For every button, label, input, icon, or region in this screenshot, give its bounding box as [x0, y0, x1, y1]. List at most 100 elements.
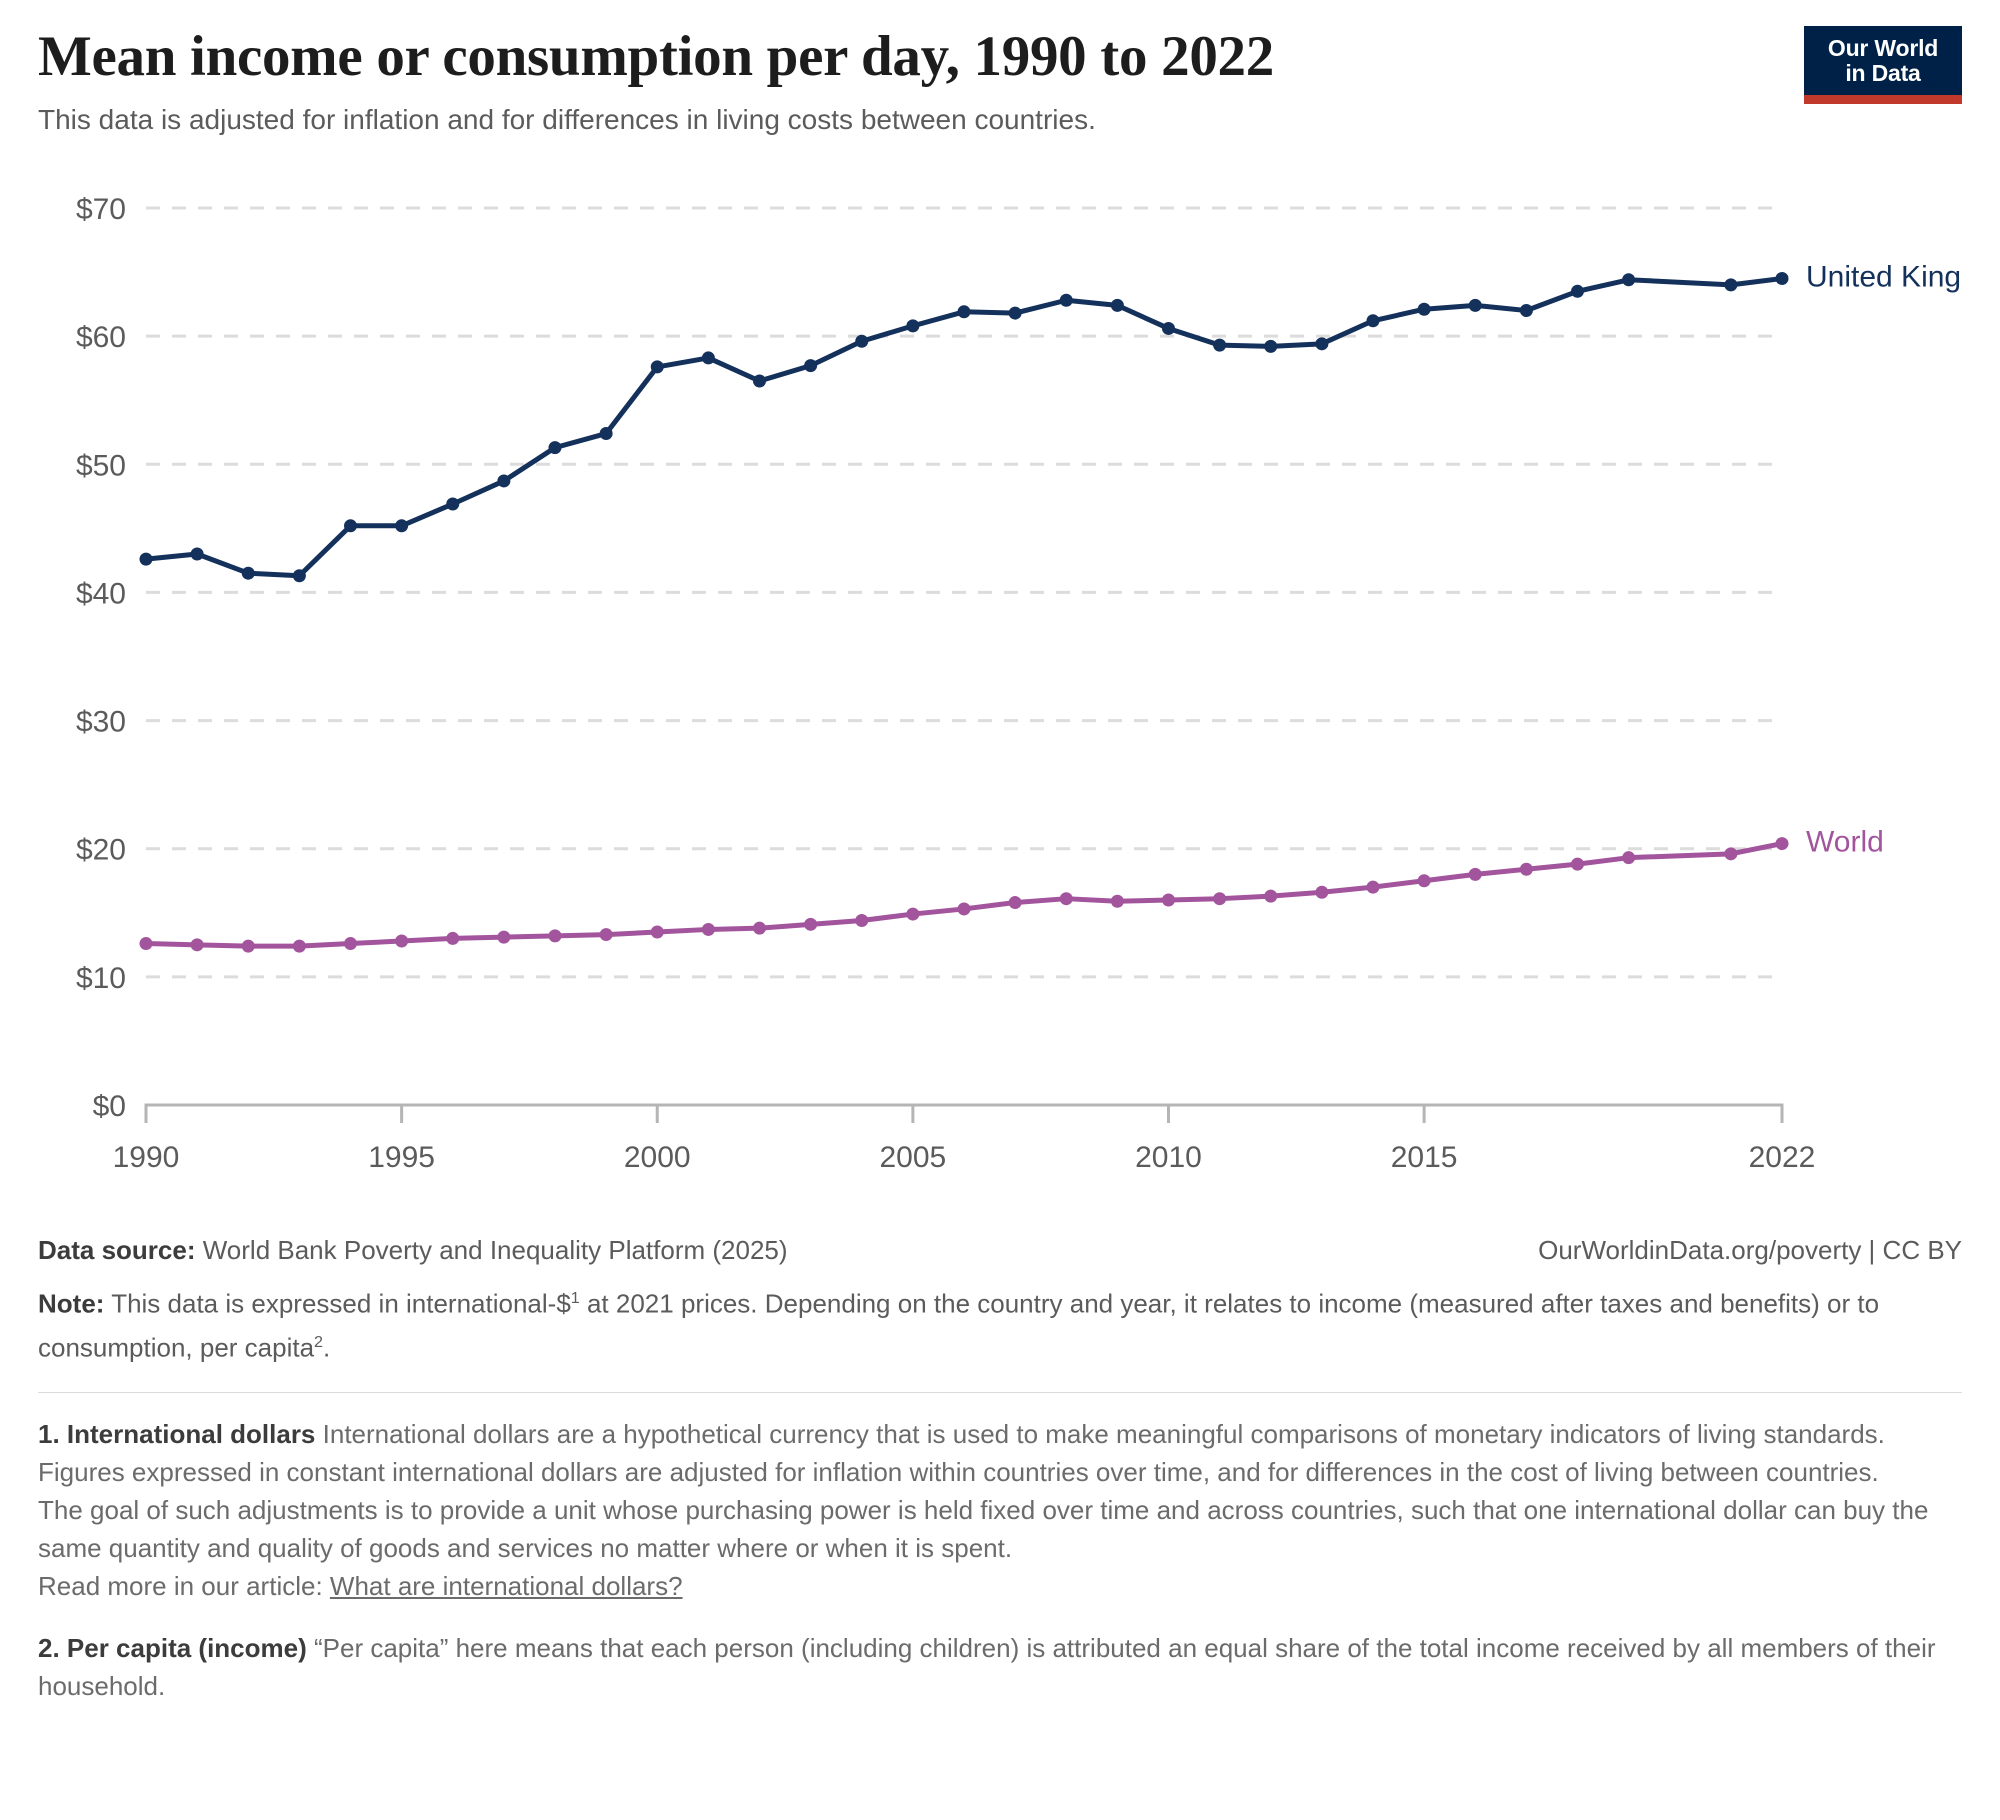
data-series[interactable] — [139, 271, 1789, 953]
line-chart[interactable]: $0 $10 $20 $30 $40 $50 $60 $70 1990 1995 2000 2005… — [38, 152, 1962, 1227]
series-data-point[interactable] — [1519, 862, 1533, 876]
series-data-point[interactable] — [1417, 874, 1431, 888]
series-data-point[interactable] — [650, 360, 664, 374]
series-data-point[interactable] — [1417, 302, 1431, 316]
series-line[interactable] — [143, 275, 1785, 579]
series-label-united-kingdom[interactable]: United Kingdom — [1806, 260, 1962, 293]
series-data-point[interactable] — [1622, 851, 1636, 865]
footnote-spacer — [38, 1605, 1962, 1629]
series-data-point[interactable] — [139, 937, 153, 951]
x-axis-tick-label: 2015 — [1391, 1141, 1458, 1174]
page-title: Mean income or consumption per day, 1990… — [38, 25, 1274, 88]
note-text-a: This data is expressed in international-… — [104, 1288, 571, 1319]
series-data-point[interactable] — [241, 939, 255, 953]
series-data-point[interactable] — [1162, 321, 1175, 335]
series-data-point[interactable] — [1315, 885, 1329, 899]
series-data-point[interactable] — [957, 305, 971, 319]
series-data-point[interactable] — [1622, 273, 1636, 287]
logo-line-2: in Data — [1845, 59, 1921, 86]
series-data-point[interactable] — [497, 474, 511, 488]
note-footnote-ref-2[interactable]: 2 — [314, 1332, 324, 1351]
footnote-1-para-1: 1. International dollars International d… — [38, 1415, 1962, 1453]
series-data-point[interactable] — [650, 925, 664, 939]
series-data-point[interactable] — [292, 569, 306, 583]
series-data-point[interactable] — [344, 519, 357, 533]
series-data-point[interactable] — [957, 902, 971, 916]
series-data-point[interactable] — [190, 938, 204, 952]
series-data-point[interactable] — [1008, 306, 1022, 320]
series-data-point[interactable] — [395, 934, 409, 948]
series-data-point[interactable] — [804, 359, 818, 373]
series-line[interactable] — [143, 841, 1785, 949]
series-data-point[interactable] — [906, 319, 920, 333]
chart-note: Note: This data is expressed in internat… — [38, 1279, 1962, 1366]
series-data-point[interactable] — [1264, 339, 1278, 353]
footnote-1-para-2: Figures expressed in constant internatio… — [38, 1457, 1879, 1488]
series-data-point[interactable] — [1724, 847, 1738, 861]
series-data-point[interactable] — [753, 921, 766, 935]
series-data-point[interactable] — [804, 917, 818, 931]
series-data-point[interactable] — [855, 334, 869, 348]
series-data-point[interactable] — [1724, 278, 1738, 292]
footnote-2-para-1: 2. Per capita (income) “Per capita” here… — [38, 1629, 1962, 1705]
series-data-point[interactable] — [1162, 893, 1175, 907]
series-data-point[interactable] — [855, 913, 869, 927]
owid-attribution[interactable]: OurWorldinData.org/poverty | CC BY — [1538, 1235, 1962, 1265]
series-data-point[interactable] — [1775, 271, 1789, 285]
owid-logo[interactable]: Our World in Data — [1804, 26, 1962, 104]
series-data-point[interactable] — [906, 907, 920, 921]
series-data-point[interactable] — [599, 427, 613, 441]
series-data-point[interactable] — [548, 441, 562, 455]
series-data-point[interactable] — [446, 497, 460, 511]
footnote-2: 2. Per capita (income) “Per capita” here… — [38, 1629, 1962, 1705]
y-axis-tick-label: $20 — [76, 834, 126, 867]
series-data-point[interactable] — [701, 922, 715, 936]
series-data-point[interactable] — [701, 351, 715, 365]
x-axis-line — [144, 1103, 1784, 1123]
series-data-point[interactable] — [241, 566, 255, 580]
series-data-point[interactable] — [753, 374, 766, 388]
series-data-point[interactable] — [1315, 337, 1329, 351]
y-axis-tick-label: $50 — [76, 449, 126, 482]
series-data-point[interactable] — [1468, 867, 1482, 881]
series-data-point[interactable] — [1264, 889, 1278, 903]
series-data-point[interactable] — [1059, 293, 1073, 307]
series-data-point[interactable] — [1213, 892, 1227, 906]
y-axis-tick-label: $60 — [76, 321, 126, 354]
footnote-1-text-1: International dollars are a hypothetical… — [315, 1419, 1885, 1450]
series-data-point[interactable] — [1571, 857, 1584, 871]
series-data-point[interactable] — [1775, 837, 1789, 851]
series-data-point[interactable] — [1059, 892, 1073, 906]
series-data-point[interactable] — [497, 930, 511, 944]
series-data-point[interactable] — [1110, 298, 1124, 312]
series-data-point[interactable] — [1366, 880, 1380, 894]
series-label-world[interactable]: World — [1806, 826, 1884, 859]
footnote-1: 1. International dollars International d… — [38, 1415, 1962, 1605]
x-axis-tick-label: 1990 — [113, 1141, 180, 1174]
series-data-point[interactable] — [292, 939, 306, 953]
series-data-point[interactable] — [1213, 338, 1227, 352]
chart-header: Mean income or consumption per day, 1990… — [38, 0, 1962, 146]
series-data-point[interactable] — [1468, 298, 1482, 312]
series-end-labels[interactable]: United Kingdom World — [1806, 260, 1962, 858]
chart-canvas[interactable]: $0 $10 $20 $30 $40 $50 $60 $70 1990 1995 2000 2005… — [38, 152, 1962, 1227]
series-data-point[interactable] — [1519, 304, 1533, 318]
logo-line-1: Our World — [1827, 34, 1939, 61]
series-data-point[interactable] — [344, 937, 357, 951]
x-axis-tick-label: 2022 — [1749, 1141, 1816, 1174]
series-data-point[interactable] — [139, 552, 153, 566]
series-data-point[interactable] — [1110, 894, 1124, 908]
series-data-point[interactable] — [190, 547, 204, 561]
series-data-point[interactable] — [548, 929, 562, 943]
series-data-point[interactable] — [395, 519, 409, 533]
series-data-point[interactable] — [1366, 314, 1380, 328]
series-data-point[interactable] — [446, 931, 460, 945]
x-axis-tick-label: 2000 — [624, 1141, 691, 1174]
note-footnote-ref-1[interactable]: 1 — [570, 1289, 580, 1307]
data-source: Data source: World Bank Poverty and Ineq… — [38, 1231, 788, 1269]
series-data-point[interactable] — [599, 928, 613, 942]
series-data-point[interactable] — [1571, 284, 1584, 298]
international-dollars-link[interactable]: What are international dollars? — [329, 1571, 683, 1602]
series-data-point[interactable] — [1008, 896, 1022, 910]
y-axis-tick-label: $10 — [76, 962, 126, 995]
